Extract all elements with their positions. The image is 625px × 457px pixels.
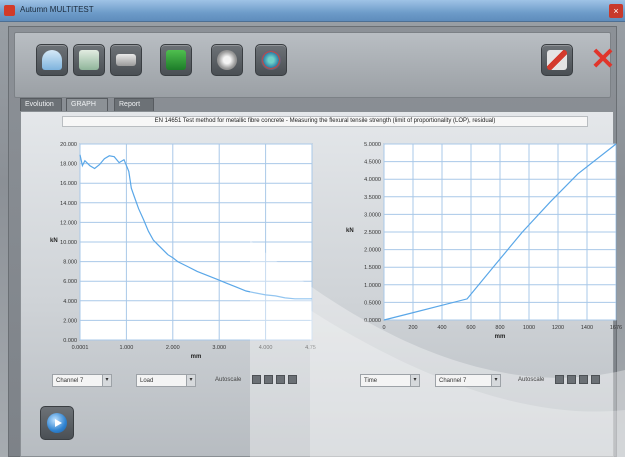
y-tick-label: 4.0000 [364, 177, 381, 183]
series-line [383, 143, 617, 321]
autoscale-label-left: Autoscale [215, 377, 242, 383]
chevron-down-icon: ▾ [410, 375, 419, 386]
export-icon [79, 50, 99, 70]
y-tick-label: 10.000 [60, 240, 77, 246]
title-bar: Autumn MULTITEST × [0, 0, 625, 22]
quantity-select-left[interactable]: Load ▾ [136, 374, 196, 387]
load-time-chart: 0 200 400 600 800 1000 1200 1400 1676 0.0000 0.500… [336, 136, 622, 358]
chevron-down-icon: ▾ [491, 375, 500, 386]
x-tick-label: 0.0001 [72, 345, 89, 351]
x-tick-label: 2.000 [166, 345, 180, 351]
y-tick-label: 12.000 [60, 220, 77, 226]
gauge-icon [261, 50, 281, 70]
y-tick-label: 16.000 [60, 181, 77, 187]
y-tick-label: 0.000 [63, 338, 77, 344]
export-button[interactable] [73, 44, 105, 76]
y-tick-label: 6.000 [63, 279, 77, 285]
y-tick-label: 5.0000 [364, 142, 381, 148]
channel-select-right-value: Channel 7 [439, 378, 467, 384]
chart-1-svg: 0 200 400 600 800 1000 1200 1400 1676 0.0000 0.500… [346, 142, 622, 340]
x-tick-label: 1676 [610, 325, 622, 331]
x-tick-label: 400 [437, 325, 446, 331]
save-button-left[interactable] [276, 375, 285, 384]
y-tick-label: 2.5000 [364, 230, 381, 236]
quantity-select-left-value: Load [140, 378, 154, 384]
load-displacement-chart: 0.0001 1.000 2.000 3.000 4.000 4.750 0.000 2.00… [44, 136, 316, 358]
quantity-select-right-value: Time [364, 378, 378, 384]
start-button[interactable] [40, 406, 74, 440]
settings-icon [217, 50, 237, 70]
channel-select-left-value: Channel 7 [56, 378, 84, 384]
x-tick-label: 4.750 [305, 345, 316, 351]
autoscale-button-right[interactable] [555, 375, 564, 384]
play-triangle-icon [55, 419, 62, 427]
x-axis-label: mm [495, 334, 506, 340]
y-tick-label: 4.000 [63, 299, 77, 305]
x-tick-label: 200 [408, 325, 417, 331]
x-tick-label: 3.000 [212, 345, 226, 351]
excel-button[interactable] [160, 44, 192, 76]
print-button-left[interactable] [288, 375, 297, 384]
excel-icon [166, 50, 186, 70]
channel-select-left[interactable]: Channel 7 ▾ [52, 374, 112, 387]
x-tick-label: 1200 [552, 325, 564, 331]
y-tick-label: 8.000 [63, 260, 77, 266]
app-icon [4, 5, 15, 16]
tools-icon [547, 50, 567, 70]
y-tick-label: 20.000 [60, 142, 77, 148]
y-tick-label: 2.0000 [364, 248, 381, 254]
x-tick-label: 600 [466, 325, 475, 331]
tab-graph[interactable]: GRAPH [66, 98, 108, 111]
chevron-down-icon: ▾ [102, 375, 111, 386]
tools-button[interactable] [541, 44, 573, 76]
autoscale-button-left[interactable] [252, 375, 261, 384]
save-button-right[interactable] [579, 375, 588, 384]
autoscale-label-right: Autoscale [518, 377, 545, 383]
x-axis-label: mm [191, 354, 202, 358]
camera-icon [116, 54, 136, 66]
window-title: Autumn MULTITEST [20, 5, 94, 14]
y-tick-label: 14.000 [60, 201, 77, 207]
window-close-button[interactable]: × [609, 4, 623, 18]
y-tick-label: 3.0000 [364, 212, 381, 218]
gauge-button[interactable] [255, 44, 287, 76]
quantity-select-right[interactable]: Time ▾ [360, 374, 420, 387]
info-icon [42, 50, 62, 70]
y-axis-label: kN [346, 228, 354, 234]
method-title: EN 14651 Test method for metallic fibre … [62, 116, 588, 127]
y-tick-label: 18.000 [60, 162, 77, 168]
y-tick-label: 2.000 [63, 318, 77, 324]
y-tick-label: 1.0000 [364, 283, 381, 289]
y-tick-label: 0.5000 [364, 300, 381, 306]
channel-select-right[interactable]: Channel 7 ▾ [435, 374, 501, 387]
zoom-button-left[interactable] [264, 375, 273, 384]
y-tick-label: 3.5000 [364, 195, 381, 201]
tab-report[interactable]: Report [114, 98, 154, 111]
x-tick-label: 1400 [581, 325, 593, 331]
print-button-right[interactable] [591, 375, 600, 384]
zoom-button-right[interactable] [567, 375, 576, 384]
x-tick-label: 0 [382, 325, 385, 331]
x-tick-label: 1000 [523, 325, 535, 331]
tab-evolution[interactable]: Evolution [20, 98, 62, 111]
settings-button[interactable] [211, 44, 243, 76]
y-axis-label: kN [50, 238, 58, 244]
x-tick-label: 1.000 [120, 345, 134, 351]
chart-0-svg: 0.0001 1.000 2.000 3.000 4.000 4.750 0.000 2.00… [50, 142, 316, 358]
info-button[interactable] [36, 44, 68, 76]
chevron-down-icon: ▾ [186, 375, 195, 386]
bottom-controls: Channel 7 ▾ Load ▾ Autoscale Time ▾ Chan… [40, 374, 620, 390]
close-icon[interactable]: ✕ [590, 43, 616, 76]
x-tick-label: 800 [495, 325, 504, 331]
y-tick-label: 4.5000 [364, 160, 381, 166]
series-line [79, 154, 312, 300]
camera-button[interactable] [110, 44, 142, 76]
y-tick-label: 0.0000 [364, 318, 381, 324]
x-tick-label: 4.000 [259, 345, 273, 351]
y-tick-label: 1.5000 [364, 265, 381, 271]
